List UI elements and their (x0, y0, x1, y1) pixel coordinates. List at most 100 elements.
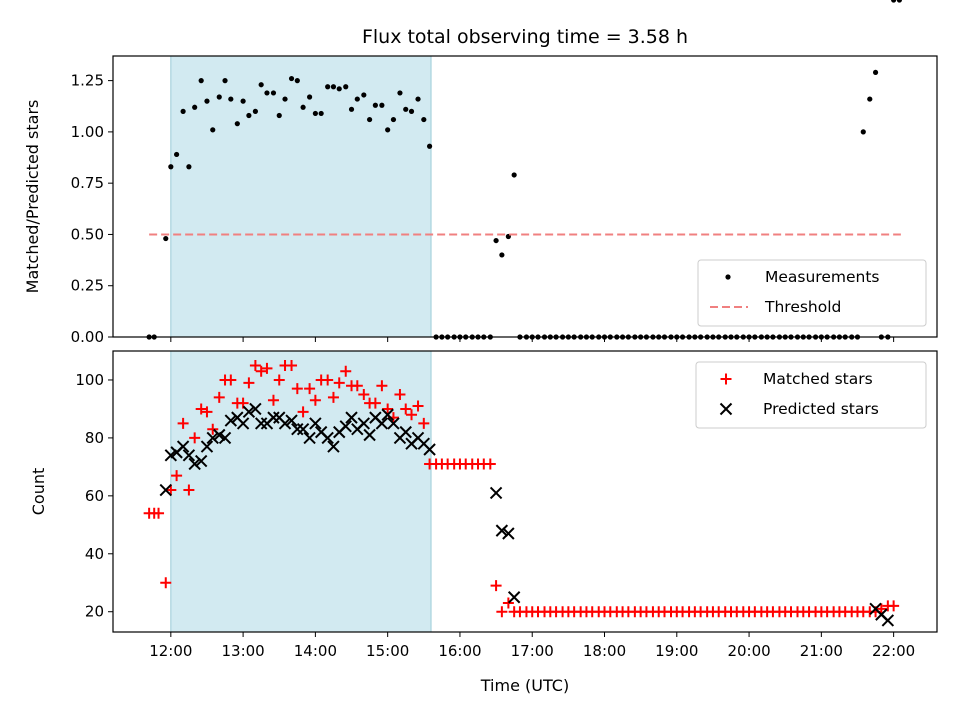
data-point (881, 614, 895, 627)
data-point (204, 98, 210, 104)
data-point (322, 374, 334, 386)
data-point (312, 110, 318, 117)
data-point (207, 423, 219, 435)
data-point (296, 423, 310, 436)
data-point (177, 417, 189, 429)
data-point (309, 394, 321, 406)
axes-frame (112, 350, 938, 633)
data-point (163, 235, 169, 242)
data-point (493, 237, 499, 244)
legend-label: Matched stars (763, 370, 873, 388)
data-point (418, 417, 430, 429)
data-point (153, 507, 165, 519)
data-point (252, 108, 258, 114)
y-tick-label: 0.00 (71, 328, 104, 346)
data-point (309, 417, 322, 430)
data-point (194, 454, 208, 468)
legend-box (697, 259, 927, 327)
legend-swatch (720, 373, 732, 385)
data-point (891, 0, 897, 3)
data-point (246, 112, 252, 119)
data-point (336, 86, 342, 92)
data-point (210, 127, 216, 133)
data-point (286, 359, 298, 371)
data-point (369, 397, 381, 409)
data-point (348, 106, 355, 112)
data-point (234, 121, 240, 127)
data-point (325, 84, 331, 90)
data-point (511, 172, 517, 178)
data-point (188, 457, 201, 471)
data-point (304, 383, 316, 395)
data-point (288, 75, 295, 82)
data-point (218, 431, 232, 445)
data-point (159, 483, 172, 497)
x-tick-label: 22:00 (872, 642, 915, 660)
axes-frame (112, 55, 938, 338)
data-point (242, 405, 256, 419)
y-tick-label: 1.25 (71, 72, 104, 90)
legend: Measurements Threshold (697, 259, 927, 327)
data-point (294, 78, 300, 84)
data-point (222, 78, 228, 84)
data-point (255, 365, 267, 377)
legend-label: Measurements (765, 268, 880, 286)
legend-box (695, 361, 927, 429)
data-point (387, 417, 400, 430)
observing-interval-shade (170, 351, 432, 632)
data-point (339, 420, 352, 433)
data-point (499, 252, 505, 258)
data-point (249, 402, 262, 416)
data-point (345, 411, 358, 424)
data-point (502, 527, 515, 540)
x-tick-label: 15:00 (366, 642, 409, 660)
data-point (333, 377, 345, 389)
data-point (168, 164, 174, 170)
x-tick-label: 16:00 (438, 642, 481, 660)
data-point (327, 440, 340, 453)
data-point (300, 104, 306, 110)
data-point (195, 403, 207, 415)
data-point (379, 102, 385, 108)
data-point (375, 417, 389, 430)
data-point (236, 417, 250, 430)
series-matched-stars (144, 359, 900, 618)
data-point (421, 116, 427, 123)
data-point (176, 440, 190, 453)
data-point (303, 431, 316, 445)
data-point (270, 90, 277, 96)
y-tick-label: 0.25 (71, 277, 104, 295)
data-point (307, 94, 313, 100)
data-point (282, 96, 288, 102)
data-point (400, 403, 412, 415)
x-tick-label: 19:00 (655, 642, 698, 660)
legend-label: Threshold (764, 298, 841, 316)
x-tick-label: 18:00 (583, 642, 626, 660)
data-point (240, 98, 246, 104)
data-point (896, 0, 903, 3)
data-point (363, 428, 376, 442)
y-tick-label: 60 (85, 487, 104, 505)
data-point (351, 380, 363, 392)
x-tick-label: 13:00 (221, 642, 264, 660)
x-axis-label: Time (UTC) (480, 676, 569, 695)
legend: Matched stars Predicted stars (695, 361, 927, 429)
data-point (495, 524, 509, 537)
data-point (490, 580, 502, 592)
data-point (496, 606, 508, 618)
chart-title: Flux total observing time = 3.58 h (362, 26, 688, 48)
data-point (860, 129, 866, 135)
data-point (507, 591, 521, 604)
data-point (291, 423, 304, 436)
x-tick-label: 12:00 (149, 642, 192, 660)
data-point (160, 577, 172, 589)
data-point (397, 90, 403, 96)
x-tick-label: 17:00 (511, 642, 554, 660)
data-point (867, 96, 873, 102)
data-point (278, 417, 292, 430)
data-point (276, 112, 282, 119)
y-tick-label: 80 (85, 429, 104, 447)
data-point (426, 143, 433, 149)
x-tick-label: 21:00 (800, 642, 843, 660)
